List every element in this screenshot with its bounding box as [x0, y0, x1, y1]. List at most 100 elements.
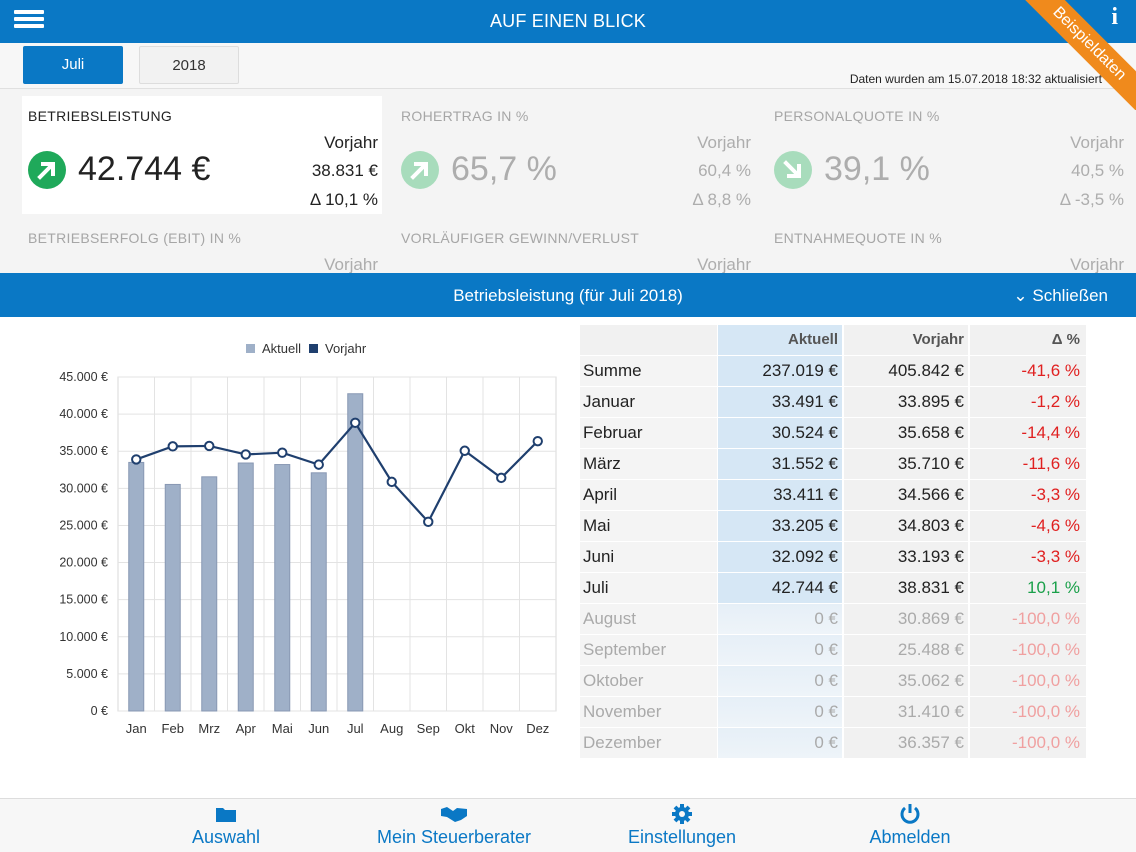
point-nov [496, 472, 507, 484]
nav-label: Abmelden [869, 827, 951, 847]
bar-mai [274, 464, 291, 712]
kpi-card-gewinn[interactable]: VORLÄUFIGER GEWINN/VERLUST Vorjahr [395, 218, 755, 273]
kpi-value: 42.744 € [78, 150, 211, 188]
bar-jul [347, 393, 364, 712]
header-vorjahr: Vorjahr [844, 325, 968, 355]
legend-label-aktuell: Aktuell [262, 341, 301, 356]
x-tick-label: Dez [526, 721, 549, 736]
value-aktuell: 33.205 € [718, 511, 842, 541]
table-row: Februar 30.524 €35.658 € -14,4 % [580, 418, 1086, 449]
value-vorjahr: 34.566 € [844, 480, 968, 510]
kpi-prev-value: 40,5 % [1071, 161, 1124, 180]
kpi-card-entnahmequote[interactable]: ENTNAHMEQUOTE IN % Vorjahr [768, 218, 1128, 273]
nav-einstellungen[interactable]: Einstellungen [622, 803, 742, 848]
nav-label: Mein Steuerberater [376, 827, 532, 847]
x-tick-label: Jul [347, 721, 364, 736]
table-row: Dezember 0 €36.357 € -100,0 % [580, 728, 1086, 759]
point-mrz [204, 440, 215, 452]
arrow-up-icon [401, 151, 439, 189]
value-vorjahr: 25.488 € [844, 635, 968, 665]
value-aktuell: 33.491 € [718, 387, 842, 417]
value-vorjahr: 35.710 € [844, 449, 968, 479]
bar-jun [310, 472, 327, 712]
point-mai [277, 447, 288, 458]
point-aug [386, 476, 397, 488]
value-delta: -11,6 % [970, 449, 1086, 479]
kpi-label: BETRIEBSERFOLG (EBIT) IN % [28, 230, 242, 246]
period-tabs: Juli 2018 Daten wurden am 15.07.2018 18:… [0, 43, 1136, 89]
nav-auswahl[interactable]: Auswahl [176, 803, 276, 848]
kpi-prev-label: Vorjahr [324, 255, 378, 273]
value-delta: -100,0 % [970, 635, 1086, 665]
month-name: Dezember [580, 728, 717, 758]
kpi-prev-label: Vorjahr [324, 133, 378, 152]
value-vorjahr: 35.062 € [844, 666, 968, 696]
power-icon [900, 804, 920, 824]
kpi-delta: Δ -3,5 % [1059, 190, 1124, 209]
kpi-prev-value: 38.831 € [311, 161, 378, 180]
month-name: Februar [580, 418, 717, 448]
top-bar: AUF EINEN BLICK i [0, 0, 1136, 43]
arrow-down-icon [774, 151, 812, 189]
x-tick-label: Feb [162, 721, 184, 736]
menu-icon[interactable] [14, 10, 44, 34]
kpi-card-ebit[interactable]: BETRIEBSERFOLG (EBIT) IN % Vorjahr [22, 218, 382, 273]
value-delta: -41,6 % [970, 356, 1086, 386]
month-name: Mai [580, 511, 717, 541]
month-name: April [580, 480, 717, 510]
tab-year[interactable]: 2018 [139, 46, 239, 84]
y-tick-label: 30.000 € [59, 481, 108, 495]
x-tick-label: Okt [455, 721, 476, 736]
month-name: August [580, 604, 717, 634]
point-sep [423, 516, 434, 528]
point-apr [240, 449, 251, 460]
close-detail-button[interactable]: ⌄ Schließen [1013, 286, 1108, 306]
folder-icon [216, 808, 236, 822]
bar-mrz [201, 476, 218, 712]
kpi-card-betriebsleistung[interactable]: BETRIEBSLEISTUNG 42.744 € Vorjahr 38.831… [22, 96, 382, 214]
kpi-card-personalquote[interactable]: PERSONALQUOTE IN % 39,1 % Vorjahr 40,5 %… [768, 96, 1128, 214]
value-aktuell: 0 € [718, 728, 842, 758]
page-title: AUF EINEN BLICK [489, 11, 647, 31]
line-vorjahr [135, 420, 539, 524]
kpi-prev-value: 60,4 % [698, 161, 751, 180]
y-tick-label: 25.000 € [59, 518, 108, 532]
kpi-prev-label: Vorjahr [697, 255, 751, 273]
nav-label: Einstellungen [627, 827, 737, 847]
revenue-chart: 0 € 5.000 € 10.000 € 15.000 € 20.000 € 25.000… [59, 341, 557, 736]
x-tick-label: Mai [272, 721, 293, 736]
month-name: September [580, 635, 717, 665]
table-row: Juni 32.092 €33.193 € -3,3 % [580, 542, 1086, 573]
value-delta: -4,6 % [970, 511, 1086, 541]
handshake-icon [441, 807, 467, 822]
month-name: Juni [580, 542, 717, 572]
table-row: Mai 33.205 €34.803 € -4,6 % [580, 511, 1086, 542]
info-icon[interactable]: i [1111, 4, 1118, 30]
kpi-delta: Δ 8,8 % [692, 190, 751, 209]
table-row: Oktober 0 €35.062 € -100,0 % [580, 666, 1086, 697]
point-jan [131, 454, 142, 465]
kpi-label: ENTNAHMEQUOTE IN % [774, 230, 942, 246]
kpi-card-rohertrag[interactable]: ROHERTRAG IN % 65,7 % Vorjahr 60,4 % Δ 8… [395, 96, 755, 214]
kpi-delta: Δ 10,1 % [309, 190, 378, 209]
tab-month[interactable]: Juli [23, 46, 123, 84]
value-aktuell: 30.524 € [718, 418, 842, 448]
header-cell [580, 325, 717, 355]
table-row: März 31.552 €35.710 € -11,6 % [580, 449, 1086, 480]
nav-steuerberater[interactable]: Mein Steuerberater [368, 803, 540, 848]
nav-abmelden[interactable]: Abmelden [862, 803, 958, 848]
close-label: Schließen [1032, 286, 1108, 305]
table-row: April 33.411 €34.566 € -3,3 % [580, 480, 1086, 511]
value-aktuell: 237.019 € [718, 356, 842, 386]
nav-label: Auswahl [191, 827, 261, 847]
x-tick-label: Mrz [198, 721, 220, 736]
header-delta: Δ % [970, 325, 1086, 355]
point-dez [532, 435, 543, 447]
x-tick-label: Aug [380, 721, 403, 736]
detail-header: Betriebsleistung (für Juli 2018) ⌄ Schli… [0, 273, 1136, 317]
value-delta: -14,4 % [970, 418, 1086, 448]
monthly-table: Aktuell Vorjahr Δ % Summe 237.019 €405.842 €… [580, 325, 1086, 759]
x-tick-label: Nov [490, 721, 514, 736]
y-tick-label: 35.000 € [59, 444, 108, 458]
kpi-value: 65,7 % [451, 150, 557, 188]
